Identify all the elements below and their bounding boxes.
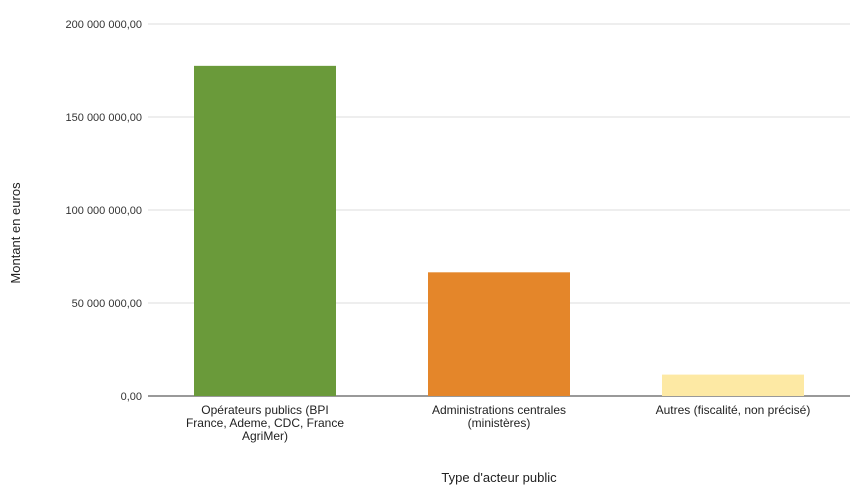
y-tick-label: 50 000 000,00: [72, 298, 142, 310]
x-tick-label: Administrations centrales: [432, 403, 566, 417]
y-tick-label: 0,00: [121, 391, 142, 403]
x-tick-label: Opérateurs publics (BPI: [201, 403, 328, 417]
bar: [194, 65, 336, 396]
y-axis-title: Montant en euros: [8, 182, 23, 284]
x-tick-label: (ministères): [468, 416, 531, 430]
x-tick-label: Autres (fiscalité, non précisé): [656, 403, 811, 417]
y-axis-ticks: 0,00 50 000 000,00 100 000 000,00 150 000 0…: [66, 19, 142, 403]
x-axis-title: Type d'acteur public: [441, 470, 557, 485]
bar: [662, 374, 804, 396]
y-tick-label: 150 000 000,00: [66, 112, 142, 124]
y-tick-label: 100 000 000,00: [66, 205, 142, 217]
y-tick-label: 200 000 000,00: [66, 19, 142, 31]
bar: [428, 272, 570, 396]
x-tick-label: AgriMer): [242, 429, 288, 443]
x-tick-label: France, Ademe, CDC, France: [186, 416, 344, 430]
bars: [194, 65, 804, 396]
